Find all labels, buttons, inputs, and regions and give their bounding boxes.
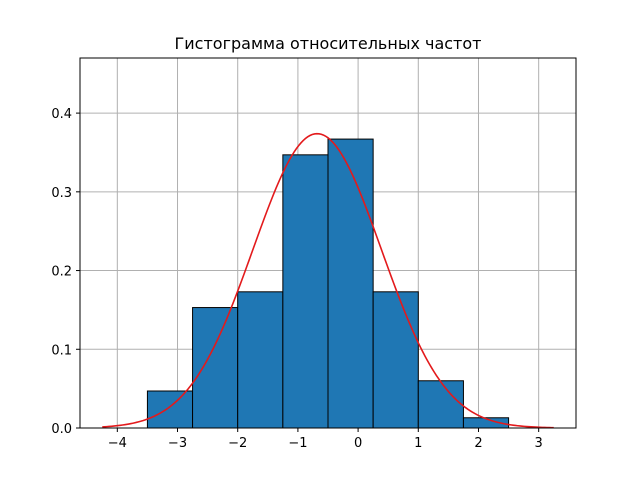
density-curve-group — [102, 132, 554, 429]
y-tick-label: 0.1 — [51, 343, 72, 358]
x-tick-label: −3 — [168, 436, 187, 451]
plot-frame — [79, 57, 577, 429]
y-tick-label: 0.3 — [51, 186, 72, 201]
x-tick-label: 0 — [354, 436, 362, 451]
histogram-bar — [417, 380, 464, 429]
x-tick-label: −1 — [288, 436, 307, 451]
histogram-bar — [372, 291, 419, 429]
x-tick-label: −4 — [108, 436, 127, 451]
x-tick-label: −2 — [228, 436, 247, 451]
histogram-bars — [146, 138, 510, 429]
y-tick-label: 0.0 — [51, 422, 72, 437]
histogram-bar — [146, 390, 194, 429]
x-tick-label: 2 — [474, 436, 482, 451]
histogram-bar — [237, 291, 284, 429]
normal-density-curve — [102, 132, 554, 429]
x-tick-label: 1 — [414, 436, 422, 451]
histogram-bar — [192, 307, 239, 429]
x-tick-label: 3 — [535, 436, 543, 451]
chart-title: Гистограмма относительных частот — [175, 34, 482, 53]
y-tick-label: 0.2 — [51, 265, 72, 280]
histogram-bar — [327, 138, 374, 429]
x-axis-ticks: −4 −3 −2 −1 0 1 2 3 — [108, 428, 543, 451]
y-axis-ticks: 0.0 0.1 0.2 0.3 0.4 — [51, 107, 80, 437]
y-tick-label: 0.4 — [51, 107, 72, 122]
histogram-bar — [282, 154, 329, 429]
